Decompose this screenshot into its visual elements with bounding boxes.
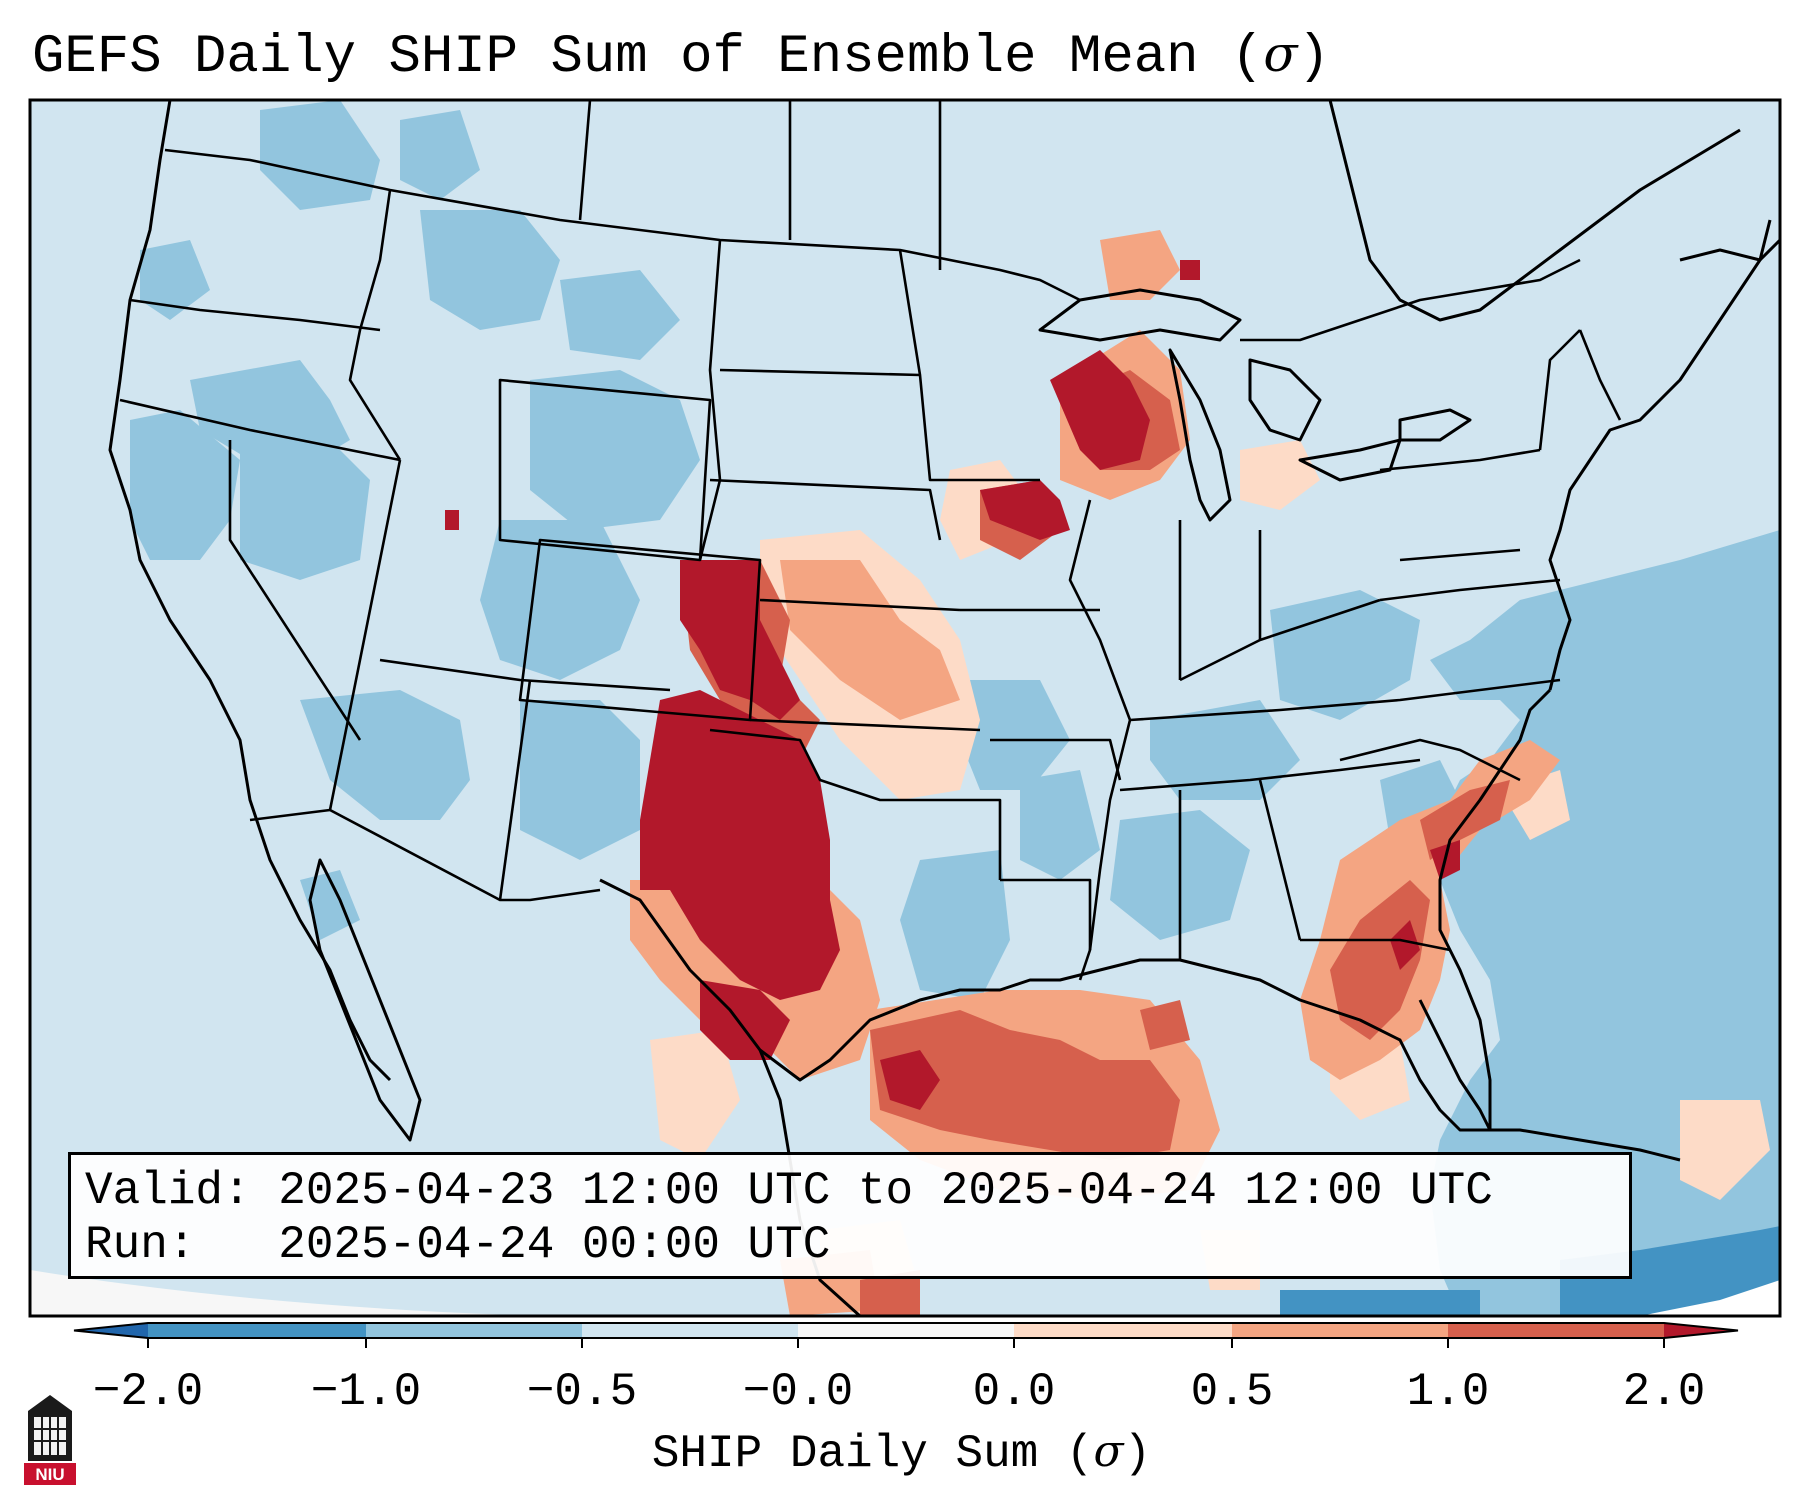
great-lakes-erie — [1298, 438, 1402, 482]
colorbar-bin — [582, 1323, 798, 1338]
baja-peninsula — [308, 858, 422, 1142]
colorbar-extend-low — [74, 1323, 148, 1338]
dakotas-border — [719, 368, 921, 377]
colorbar-tick-label: −2.0 — [92, 1366, 204, 1418]
colorbar-tick-label: −0.5 — [526, 1366, 638, 1418]
az-nm-border — [498, 679, 532, 901]
out-of-domain-region — [30, 1270, 900, 1316]
florida-peninsula — [1418, 999, 1492, 1131]
tn-ky-border — [1129, 678, 1561, 722]
colorbar-label: SHIP Daily Sum (σ) — [651, 1426, 1152, 1480]
nd-sd-mt-border — [698, 239, 722, 561]
al-ga-border — [1258, 779, 1302, 941]
pacific-coastline — [108, 100, 392, 1082]
map-frame — [28, 98, 1782, 1318]
gulf-coastline — [599, 688, 1552, 1132]
wa-or-border — [129, 298, 381, 332]
run-value: 2025-04-24 00:00 UTC — [278, 1219, 831, 1271]
positive-extreme-patches — [445, 260, 1460, 1110]
ks-ok-border — [749, 718, 981, 732]
logo-text: NIU — [35, 1465, 64, 1484]
colorbar-tick-label: 0.0 — [972, 1366, 1056, 1418]
coastlines — [108, 100, 1780, 1316]
ar-la-border — [1000, 878, 1092, 950]
colorbar-tick-label: −1.0 — [310, 1366, 422, 1418]
colorbar — [73, 1322, 1739, 1348]
map-title: GEFS Daily SHIP Sum of Ensemble Mean (σ) — [32, 25, 1330, 88]
ga-fl-border — [1300, 938, 1451, 952]
mississippi-river — [1068, 499, 1132, 981]
id-mt-border — [348, 189, 402, 461]
valid-label: Valid: — [85, 1165, 251, 1217]
or-ca-nv-border — [119, 398, 401, 462]
cuba — [1470, 1128, 1681, 1162]
nv-ut-border — [328, 459, 402, 811]
valid-value: 2025-04-23 12:00 UTC to 2025-04-24 12:00… — [278, 1165, 1493, 1217]
ca-nv-border — [228, 440, 362, 741]
caribbean-strong-negative — [1560, 1226, 1780, 1316]
ne-states-border — [1578, 329, 1622, 421]
colorbar-bin — [798, 1323, 1014, 1338]
colorbar-bin — [148, 1323, 366, 1338]
atlantic-coastline — [1548, 219, 1772, 691]
mexico-border — [249, 808, 601, 902]
colorbar-bin — [1448, 1323, 1664, 1338]
colorbar-extend-high — [1664, 1323, 1738, 1338]
pa-ny-border — [1379, 448, 1541, 472]
va-border — [1379, 578, 1561, 602]
ohio-river — [1179, 598, 1381, 682]
run-label: Run: — [85, 1219, 196, 1271]
ny-ne-border — [1538, 329, 1581, 451]
great-lakes-ontario — [1398, 408, 1472, 442]
colorbar-bin — [1232, 1323, 1448, 1338]
tn-south-border — [1119, 758, 1421, 792]
colorbar-tick-label: −0.0 — [742, 1366, 854, 1418]
us-canada-border-east — [1240, 258, 1581, 342]
great-lakes-michigan — [1168, 348, 1232, 522]
ut-co-az-border — [379, 658, 671, 692]
state-boundaries — [119, 100, 1622, 981]
mo-ar-border — [990, 738, 1122, 781]
colorbar-bin — [1014, 1323, 1232, 1338]
nova-scotia — [1679, 238, 1780, 262]
gulf-neg-cell — [1280, 1290, 1480, 1316]
great-lakes-superior — [1038, 288, 1242, 342]
great-lakes-huron — [1248, 358, 1322, 442]
ok-tx-border — [709, 728, 1002, 880]
ca-border-west — [578, 100, 592, 221]
ne-ks-border — [759, 598, 961, 612]
out-of-domain-region — [1560, 1276, 1780, 1316]
niu-logo-icon: NIU — [24, 1395, 76, 1485]
colorbar-bin — [366, 1323, 582, 1338]
sd-ne-border — [709, 478, 942, 541]
hudson-coast — [1328, 100, 1741, 322]
pa-south-border — [1399, 548, 1521, 562]
mn-border — [898, 249, 1040, 482]
colorbar-tick-label: 1.0 — [1406, 1366, 1490, 1418]
validity-info-box: Valid: 2025-04-23 12:00 UTC to 2025-04-2… — [68, 1152, 1632, 1279]
sc-nc-border — [1339, 738, 1521, 782]
colorbar-tick-label: 0.5 — [1190, 1366, 1274, 1418]
colorbar-tick-label: 2.0 — [1622, 1366, 1706, 1418]
